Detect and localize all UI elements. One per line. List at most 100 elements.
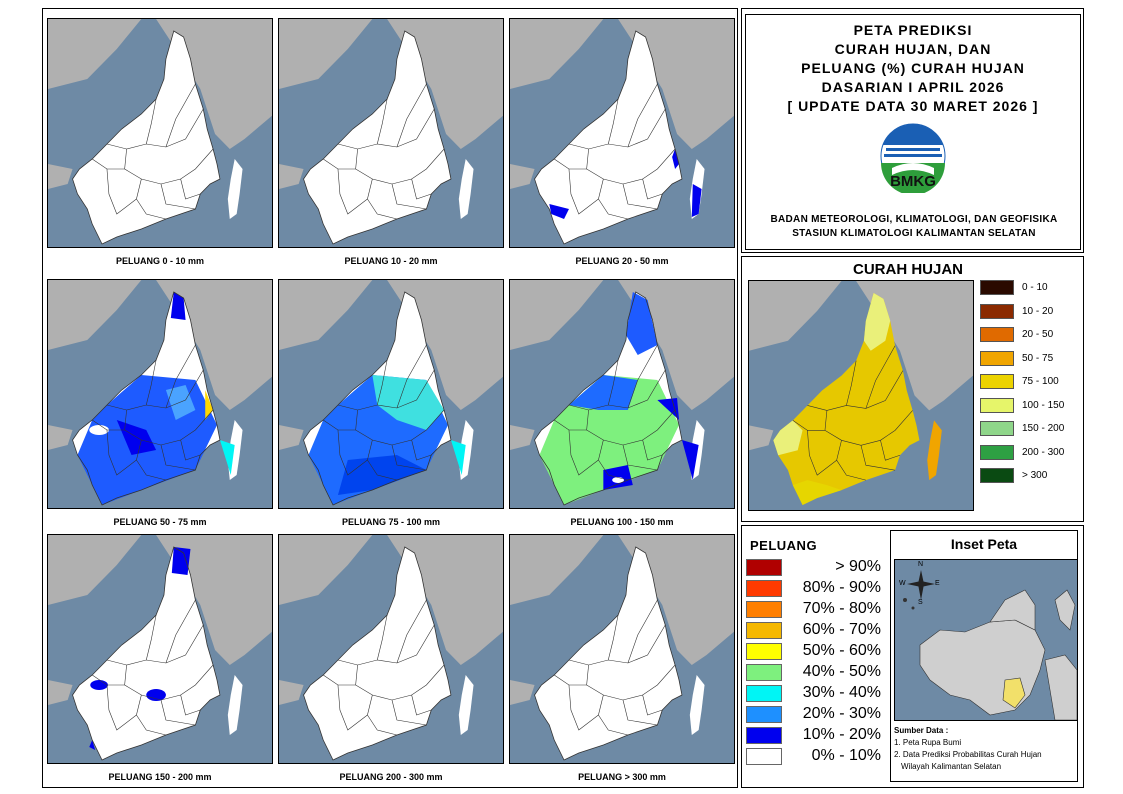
title-line4: DASARIAN I APRIL 2026: [821, 79, 1005, 95]
curah-legend-item: 10 - 20: [980, 303, 1054, 319]
legend-swatch: [746, 705, 782, 723]
bottom-right-frame: [741, 525, 1084, 788]
compass-icon: N S W E: [899, 561, 940, 606]
curah-map: [748, 280, 974, 511]
peluang-legend-item: 50% - 60%: [746, 642, 881, 660]
legend-label: 50 - 75: [1022, 352, 1054, 364]
legend-swatch: [746, 726, 782, 744]
bmkg-text: BMKG: [890, 173, 936, 190]
legend-swatch: [980, 468, 1014, 483]
legend-label: > 90%: [835, 558, 881, 575]
rain-probability-map-7: [47, 534, 273, 764]
peluang-legend-item: 60% - 70%: [746, 621, 881, 639]
rain-probability-map-1: [47, 18, 273, 248]
peluang-legend: PELUANG > 90% 80% - 90% 70% - 80% 60% - 70%…: [746, 530, 886, 782]
peluang-legend-item: 20% - 30%: [746, 705, 881, 723]
title-frame: [741, 8, 1084, 253]
peluang-legend-item: 10% - 20%: [746, 726, 881, 744]
legend-label: 50% - 60%: [802, 642, 881, 659]
legend-label: 0 - 10: [1022, 282, 1048, 293]
map-caption: PELUANG 10 - 20 mm: [344, 256, 438, 266]
title-panel: PETA PREDIKSI CURAH HUJAN, DAN PELUANG (…: [745, 14, 1081, 250]
map-caption: PELUANG > 300 mm: [578, 772, 666, 782]
curah-title: CURAH HUJAN: [853, 261, 964, 278]
legend-swatch: [746, 579, 782, 597]
compass-w: W: [899, 580, 906, 587]
peluang-legend-item: 40% - 50%: [746, 663, 881, 681]
map-caption: PELUANG 100 - 150 mm: [570, 517, 674, 527]
legend-swatch: [746, 684, 782, 702]
legend-label: 0% - 10%: [811, 747, 881, 764]
peluang-title: PELUANG: [750, 538, 818, 553]
legend-swatch: [746, 663, 782, 681]
source-1: 1. Peta Rupa Bumi: [894, 738, 962, 747]
peluang-legend-item: 80% - 90%: [746, 579, 881, 597]
map-caption: PELUANG 50 - 75 mm: [113, 517, 207, 527]
title-line2: CURAH HUJAN, DAN: [834, 41, 992, 57]
curah-panel: CURAH HUJAN 0 - 10 10 - 20 20 - 50 50 - 75 7…: [745, 260, 1081, 518]
title-line5: [ UPDATE DATA 30 MARET 2026 ]: [787, 98, 1039, 114]
institution-line1: BADAN METEOROLOGI, KLIMATOLOGI, DAN GEOF…: [770, 214, 1058, 225]
legend-label: 100 - 150: [1022, 399, 1065, 411]
legend-swatch: [746, 621, 782, 639]
peluang-legend-item: > 90%: [746, 558, 881, 576]
peluang-legend-item: 70% - 80%: [746, 600, 881, 618]
legend-swatch: [980, 280, 1014, 295]
map-caption: PELUANG 75 - 100 mm: [341, 517, 441, 527]
rain-probability-map-3: [509, 18, 735, 248]
maps-frame: [42, 8, 738, 788]
map-caption: PELUANG 20 - 50 mm: [575, 256, 669, 266]
legend-swatch: [980, 397, 1014, 413]
curah-legend-item: 75 - 100: [980, 374, 1059, 389]
source-3: Wilayah Kalimantan Selatan: [901, 762, 1002, 771]
curah-legend-item: 0 - 10: [980, 280, 1048, 295]
curah-legend-item: > 300: [980, 468, 1047, 483]
legend-label: 10% - 20%: [802, 726, 881, 743]
source-2: 2. Data Prediksi Probabilitas Curah Huja…: [894, 750, 1042, 759]
rain-probability-map-4: [47, 279, 273, 509]
legend-swatch: [746, 600, 782, 618]
legend-label: 150 - 200: [1022, 423, 1065, 434]
compass-e: E: [935, 580, 940, 587]
legend-label: 80% - 90%: [802, 579, 881, 596]
institution-line2: STASIUN KLIMATOLOGI KALIMANTAN SELATAN: [792, 228, 1036, 239]
legend-label: 75 - 100: [1022, 376, 1059, 387]
curah-legend-item: 100 - 150: [980, 397, 1065, 413]
inset-title: Inset Peta: [950, 536, 1018, 552]
legend-swatch: [980, 327, 1014, 342]
curah-legend-item: 20 - 50: [980, 327, 1053, 342]
rain-probability-map-5: [278, 279, 504, 509]
title-line3: PELUANG (%) CURAH HUJAN: [801, 60, 1025, 76]
rain-probability-map-8: [278, 534, 504, 764]
legend-swatch: [746, 558, 782, 576]
title-line1: PETA PREDIKSI: [853, 22, 973, 38]
legend-swatch: [980, 421, 1014, 436]
peluang-legend-item: 30% - 40%: [746, 684, 881, 702]
inset-map: N S W E: [894, 559, 1077, 721]
peluang-legend-item: 0% - 10%: [746, 747, 881, 765]
curah-legend-item: 150 - 200: [980, 421, 1064, 436]
bmkg-logo-icon: BMKG: [878, 123, 948, 195]
legend-label: 20% - 30%: [802, 705, 881, 722]
map-caption: PELUANG 150 - 200 mm: [108, 772, 212, 782]
legend-label: 40% - 50%: [802, 663, 881, 680]
legend-label: 70% - 80%: [802, 600, 881, 617]
legend-label: 10 - 20: [1022, 305, 1054, 317]
legend-label: 20 - 50: [1022, 329, 1054, 340]
curah-legend-item: 200 - 300: [980, 444, 1064, 460]
legend-swatch: [980, 444, 1014, 460]
sources-title: Sumber Data :: [894, 726, 949, 735]
curah-legend-item: 50 - 75: [980, 350, 1054, 366]
rain-probability-map-9: [509, 534, 735, 764]
rain-probability-map-6: [509, 279, 735, 509]
legend-swatch: [980, 303, 1014, 319]
map-caption: PELUANG 0 - 10 mm: [115, 256, 205, 266]
compass-n: N: [918, 561, 924, 568]
legend-label: 30% - 40%: [802, 684, 881, 701]
rain-probability-map-2: [278, 18, 504, 248]
legend-swatch: [746, 642, 782, 660]
compass-s: S: [918, 599, 923, 606]
inset-panel: Inset Peta N S W E Sumber Data : 1. Peta…: [890, 530, 1078, 782]
legend-swatch: [746, 747, 782, 765]
legend-label: > 300: [1022, 470, 1048, 481]
